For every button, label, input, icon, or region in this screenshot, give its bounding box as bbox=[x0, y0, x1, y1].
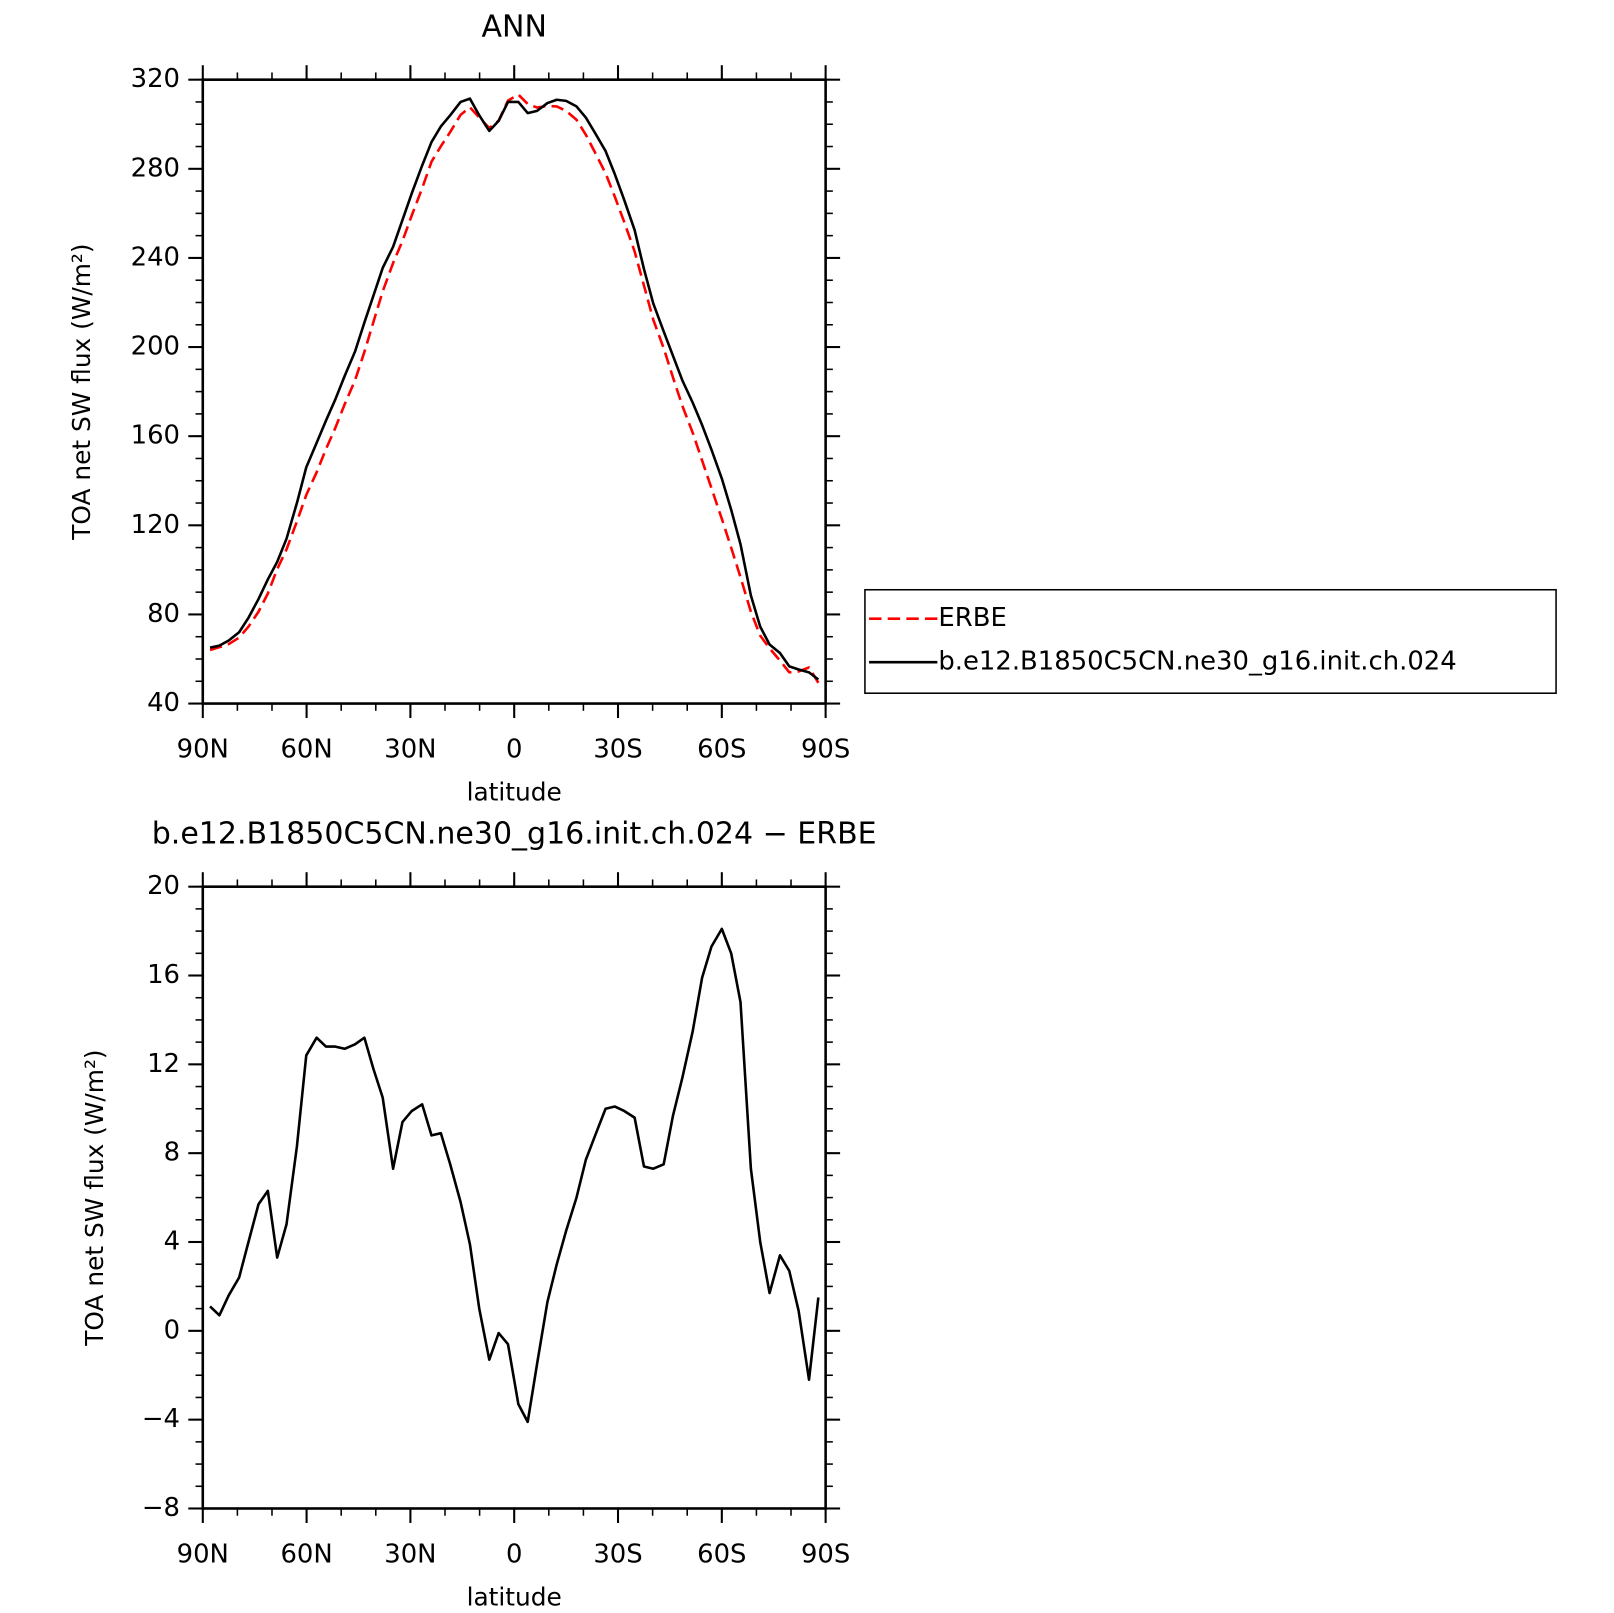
x-tick-label: 60N bbox=[280, 1540, 332, 1570]
y-tick-label: −8 bbox=[142, 1493, 180, 1523]
x-tick-label: 90S bbox=[801, 1540, 850, 1570]
y-tick-label: 80 bbox=[147, 599, 180, 629]
x-tick-label: 30S bbox=[593, 735, 642, 765]
series-line bbox=[209, 927, 820, 1424]
plot-frame bbox=[201, 885, 827, 1510]
legend-label: b.e12.B1850C5CN.ne30_g16.init.ch.024 bbox=[938, 647, 1456, 677]
y-tick-label: 320 bbox=[131, 64, 180, 94]
x-axis-label: latitude bbox=[467, 778, 562, 807]
chart-title: ANN bbox=[482, 9, 547, 44]
y-tick-label: 240 bbox=[131, 242, 180, 272]
legend-label: ERBE bbox=[938, 603, 1006, 633]
x-tick-label: 0 bbox=[506, 1540, 522, 1570]
y-tick-label: −4 bbox=[142, 1404, 180, 1434]
plot-frame bbox=[201, 78, 827, 705]
y-tick-label: 16 bbox=[147, 960, 180, 990]
x-tick-label: 30N bbox=[384, 735, 436, 765]
x-tick-label: 90N bbox=[177, 735, 229, 765]
y-tick-label: 200 bbox=[131, 332, 180, 362]
y-tick-label: 120 bbox=[131, 510, 180, 540]
y-tick-label: 160 bbox=[131, 421, 180, 451]
chart-title: b.e12.B1850C5CN.ne30_g16.init.ch.024 − E… bbox=[152, 816, 877, 851]
y-tick-label: 20 bbox=[147, 871, 180, 901]
y-tick-label: 4 bbox=[164, 1226, 180, 1256]
x-tick-label: 30S bbox=[593, 1540, 642, 1570]
y-axis-label: TOA net SW flux (W/m²) bbox=[67, 243, 96, 540]
y-tick-label: 40 bbox=[147, 688, 180, 718]
x-tick-label: 90S bbox=[801, 735, 850, 765]
x-tick-label: 60S bbox=[697, 735, 746, 765]
y-tick-label: 12 bbox=[147, 1049, 180, 1079]
y-axis-label: TOA net SW flux (W/m²) bbox=[80, 1049, 109, 1346]
x-tick-label: 30N bbox=[384, 1540, 436, 1570]
series-line bbox=[209, 93, 820, 684]
x-tick-label: 60N bbox=[280, 735, 332, 765]
x-axis-label: latitude bbox=[467, 1582, 562, 1611]
y-tick-label: 0 bbox=[164, 1315, 180, 1345]
y-tick-label: 8 bbox=[164, 1138, 180, 1168]
y-tick-label: 280 bbox=[131, 153, 180, 183]
x-tick-label: 60S bbox=[697, 1540, 746, 1570]
legend-box bbox=[864, 588, 1557, 694]
series-line bbox=[209, 97, 820, 681]
x-tick-label: 90N bbox=[177, 1540, 229, 1570]
x-tick-label: 0 bbox=[506, 735, 522, 765]
